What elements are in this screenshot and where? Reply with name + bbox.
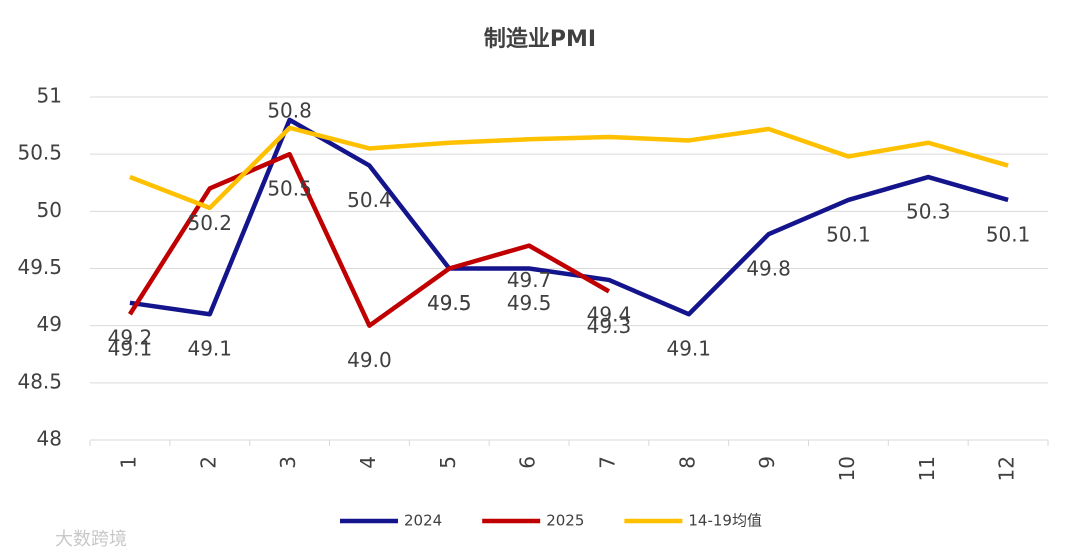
x-tick-label: 9: [755, 456, 779, 469]
y-tick-label: 48.5: [17, 369, 62, 393]
data-label: 50.8: [267, 98, 312, 122]
data-label: 50.4: [347, 188, 392, 212]
x-tick-label: 5: [436, 456, 460, 469]
data-label: 49.1: [187, 337, 232, 361]
y-tick-label: 50.5: [17, 141, 62, 165]
data-label: 49.5: [507, 291, 552, 315]
data-label: 50.5: [267, 177, 312, 201]
series-line: [129, 117, 1009, 317]
x-tick-label: 2: [196, 456, 220, 469]
data-label: 49.8: [746, 257, 791, 281]
x-tick-label: 11: [915, 456, 939, 481]
data-label: 50.3: [906, 200, 951, 224]
x-tick-label: 4: [356, 456, 380, 469]
data-label: 49.1: [108, 337, 153, 361]
x-tick-label: 1: [116, 456, 140, 469]
data-label: 49.0: [347, 348, 392, 372]
watermark: 大数跨境: [55, 529, 127, 550]
series-line: [129, 125, 1009, 211]
y-tick-label: 50: [37, 198, 62, 222]
data-label: 50.1: [826, 222, 871, 246]
data-label: 49.7: [507, 268, 552, 292]
data-label: 49.1: [666, 337, 711, 361]
y-tick-label: 51: [37, 84, 62, 108]
data-label: 50.1: [986, 222, 1031, 246]
x-tick-label: 12: [995, 456, 1019, 481]
x-tick-label: 3: [276, 456, 300, 469]
legend-label: 14-19均值: [688, 512, 762, 530]
y-tick-label: 49.5: [17, 255, 62, 279]
data-label: 49.3: [587, 314, 632, 338]
x-tick-label: 8: [675, 456, 699, 469]
legend-label: 2024: [404, 512, 442, 530]
data-label: 50.2: [187, 211, 232, 235]
x-tick-label: 7: [595, 456, 619, 469]
data-label: 49.2: [108, 325, 153, 349]
x-tick-label: 10: [835, 456, 859, 481]
data-label: 49.4: [587, 302, 632, 326]
chart-title: 制造业PMI: [484, 27, 596, 52]
legend-label: 2025: [546, 512, 584, 530]
y-tick-label: 49: [37, 312, 62, 336]
series-line: [128, 151, 611, 328]
data-label: 49.5: [427, 291, 472, 315]
x-tick-label: 6: [516, 456, 540, 469]
data-label: 49.5: [427, 291, 472, 315]
y-tick-label: 48: [37, 427, 62, 451]
